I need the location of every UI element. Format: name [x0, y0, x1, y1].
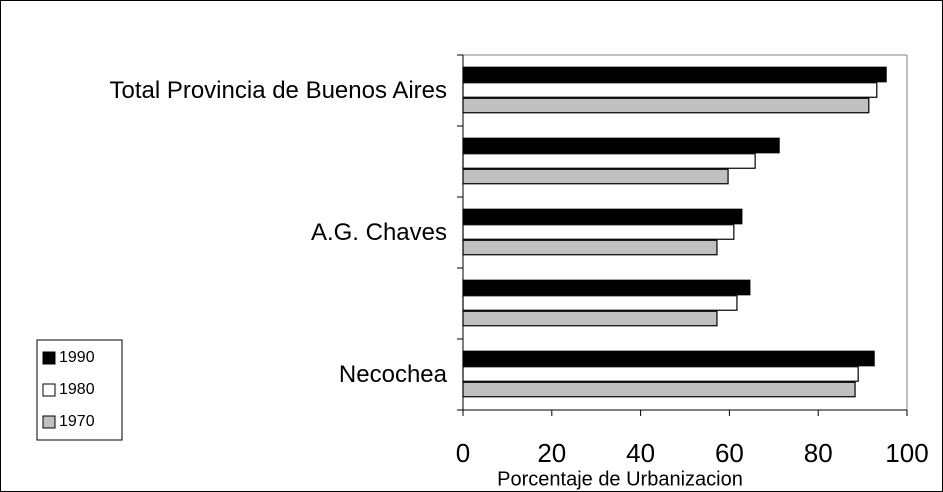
category-label-box: Necochea [339, 339, 447, 410]
legend-label: 1970 [59, 413, 95, 430]
category-label-box: A.G. Chaves [311, 197, 447, 268]
legend-swatch [42, 351, 56, 365]
bar [462, 295, 738, 311]
bar [462, 208, 743, 225]
legend-swatch [42, 383, 56, 397]
category-label: A.G. Chaves [310, 218, 447, 246]
legend-swatch [42, 415, 56, 429]
bar [462, 66, 887, 83]
bar [462, 350, 875, 367]
legend-label: 1990 [59, 349, 95, 366]
legend-label: 1980 [59, 381, 95, 398]
x-tick-label: 0 [456, 438, 470, 468]
bar [462, 381, 856, 398]
bar [462, 168, 729, 185]
category-label: Total Provincia de Buenos Aires [109, 76, 447, 104]
x-tick-label: 80 [804, 438, 833, 468]
bar [462, 153, 756, 169]
bar [462, 224, 735, 240]
bar [462, 137, 780, 154]
x-tick-label: 40 [626, 438, 655, 468]
x-tick-label: 100 [885, 438, 928, 468]
bar [462, 82, 878, 98]
bar [462, 310, 718, 327]
category-label-box: Total Provincia de Buenos Aires [109, 55, 447, 126]
bar [462, 97, 870, 114]
category-label: Necochea [338, 360, 447, 388]
x-tick-label: 20 [537, 438, 566, 468]
bar [462, 279, 751, 296]
x-tick-label: 60 [715, 438, 744, 468]
bar [462, 239, 718, 256]
bar [462, 366, 859, 382]
x-axis-title: Porcentaje de Urbanizacion [497, 468, 743, 490]
